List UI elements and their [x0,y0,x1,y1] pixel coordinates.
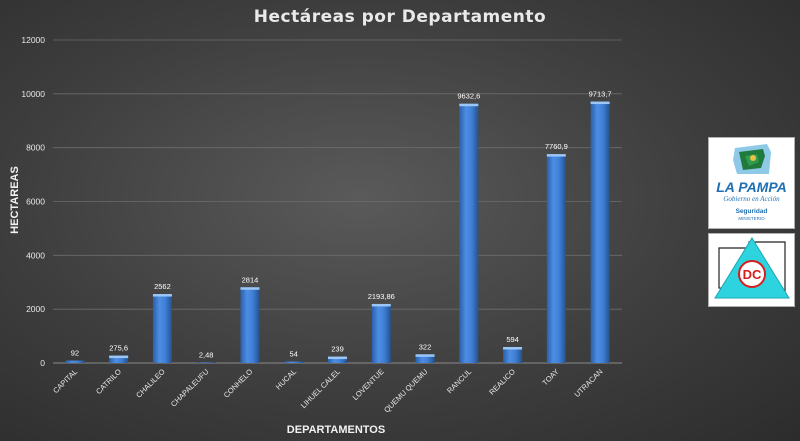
bar-highlight [240,287,260,290]
bar-highlight [415,354,435,357]
bar-toay [546,154,566,363]
data-label: 275,6 [109,344,128,353]
category-label: RANCUL [445,367,473,395]
bar-highlight [459,103,479,107]
category-label: QUEMU QUEMU [382,367,429,414]
category-label: CHALILEO [134,367,167,400]
y-ticks: 0 2000 4000 6000 8000 10000 12000 [21,35,45,368]
bar-catrilo [109,355,129,363]
data-label: 9632,6 [457,92,480,101]
category-label: CATRILO [94,367,123,396]
data-label: 2814 [242,275,259,284]
category-label: LOVENTUE [351,367,386,402]
category-label: UTRACAN [573,367,605,399]
bar-quemu-quemu [415,354,435,363]
la-pampa-emblem-icon [733,144,771,174]
bars [65,101,610,363]
data-label: 2193,86 [368,292,395,301]
data-labels: 92 275,6 2562 2,48 2814 54 239 2193,86 322 9632,6… [71,90,612,360]
y-tick-label: 0 [40,358,45,368]
bar-highlight [371,303,391,307]
y-tick-label: 12000 [21,35,45,45]
bar-highlight [152,294,172,297]
defensa-civil-logo: DC [708,233,795,307]
y-tick-label: 2000 [26,304,45,314]
data-label: 594 [506,335,519,344]
la-pampa-logo: LA PAMPA Gobierno en Acción Seguridad MI… [708,137,795,229]
bar-highlight [328,356,347,360]
bar-highlight [109,355,129,359]
chart-title: Hectáreas por Departamento [254,7,546,27]
bar-conhelo [240,287,260,363]
category-labels: CAPITAL CATRILO CHALILEO CHAPALEUFU CONHELO H… [51,367,604,414]
data-label: 92 [71,349,79,358]
category-label: CAPITAL [51,367,79,395]
bar-chalileo [152,294,172,363]
bar-lihuel-calel [328,356,347,363]
bar-rancul [459,103,479,363]
data-label: 239 [331,345,344,354]
category-label: HUCAL [274,367,298,391]
data-label: 7760,9 [545,142,568,151]
category-label: REALICO [487,367,517,397]
la-pampa-subtitle: Gobierno en Acción [723,195,780,203]
la-pampa-department: Seguridad [735,208,768,215]
category-label: TOAY [540,367,560,387]
category-label: LIHUEL CALEL [299,367,342,410]
la-pampa-name: LA PAMPA [716,179,787,195]
bar-highlight [590,101,610,105]
bar-highlight [503,347,523,350]
y-tick-label: 4000 [26,250,45,260]
bar-loventue [371,303,391,363]
data-label: 9713,7 [589,90,612,99]
bar-hucal [284,361,304,363]
data-label: 2562 [154,282,171,291]
bar-highlight [546,154,566,157]
y-tick-label: 10000 [21,89,45,99]
x-axis-label: DEPARTAMENTOS [287,424,385,436]
dc-text: DC [743,267,762,282]
category-label: CHAPALEUFU [169,367,211,409]
y-tick-label: 8000 [26,143,45,153]
bar-utracan [590,101,610,363]
y-tick-label: 6000 [26,197,45,207]
la-pampa-ministry: MINISTERIO [738,216,765,221]
bar-chapaleufu [196,362,216,363]
defensa-civil-emblem-icon: DC [714,237,790,299]
gridlines [53,39,622,364]
data-label: 54 [290,350,298,359]
y-axis-label: HECTAREAS [9,166,21,234]
bar-realico [503,347,523,363]
category-label: CONHELO [222,367,255,400]
bar-capital [65,360,85,363]
data-label: 2,48 [199,350,214,359]
data-label: 322 [419,342,432,351]
